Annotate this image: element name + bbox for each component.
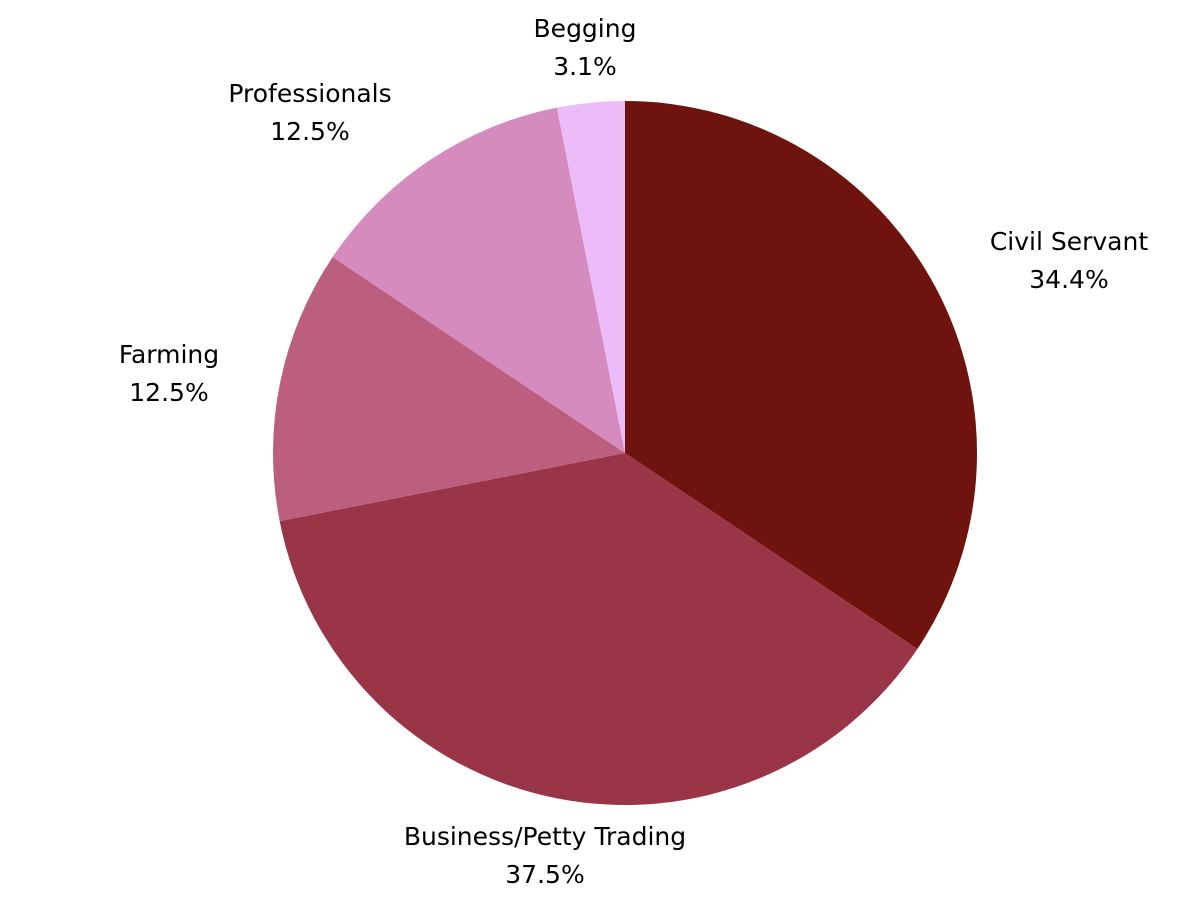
pie-slice-business-petty-trading bbox=[279, 453, 918, 805]
slice-labels: Civil Servant 34.4% Business/Petty Trading… bbox=[119, 14, 1148, 889]
pie-slice-professionals bbox=[332, 107, 625, 453]
slice-percent-professionals: 12.5% bbox=[270, 117, 349, 146]
slice-label-business-petty-trading: Business/Petty Trading bbox=[404, 822, 686, 851]
slice-percent-civil-servant: 34.4% bbox=[1029, 265, 1108, 294]
slice-percent-farming: 12.5% bbox=[129, 378, 208, 407]
slice-label-begging: Begging bbox=[534, 14, 637, 43]
pie-slice-farming bbox=[273, 256, 625, 522]
slice-label-professionals: Professionals bbox=[228, 79, 391, 108]
slice-label-civil-servant: Civil Servant bbox=[990, 227, 1149, 256]
slice-percent-business-petty-trading: 37.5% bbox=[505, 860, 584, 889]
slice-percent-begging: 3.1% bbox=[553, 52, 617, 81]
slice-label-farming: Farming bbox=[119, 340, 219, 369]
pie-slices bbox=[273, 101, 978, 805]
pie-slice-civil-servant bbox=[625, 101, 978, 650]
pie-slice-begging bbox=[556, 101, 625, 453]
